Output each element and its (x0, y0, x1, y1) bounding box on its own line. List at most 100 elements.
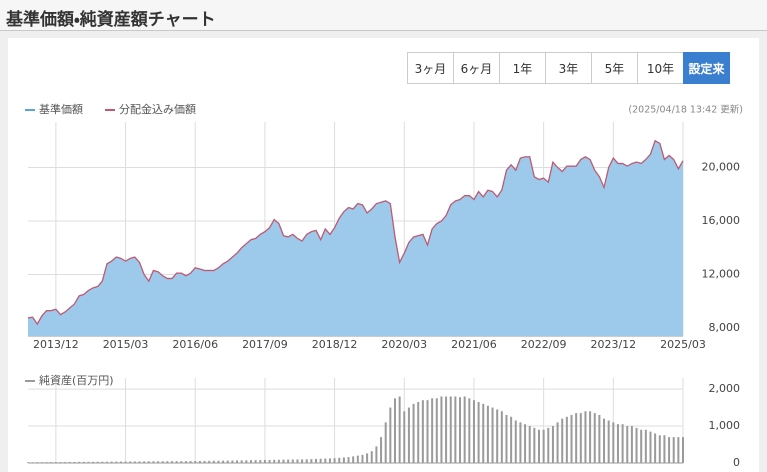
bar (31, 462, 34, 463)
bar (682, 437, 684, 463)
bar (431, 398, 434, 463)
legend-label: 基準価額 (39, 102, 83, 116)
bar (398, 396, 401, 463)
page-title: 基準価額・純資産額チャート (6, 10, 216, 30)
bar (672, 437, 675, 463)
bar (282, 459, 285, 463)
range-buttons: 3ヶ月 6ヶ月 1年 3年 5年 10年 設定来 (407, 52, 730, 84)
bar (407, 407, 410, 463)
bar (384, 422, 387, 463)
x-tick-label: 2017/09 (242, 338, 288, 351)
bar (533, 427, 536, 463)
bar (575, 413, 578, 463)
bar (668, 437, 671, 463)
x-tick-label: 2013/12 (33, 338, 79, 351)
bar (542, 429, 545, 463)
bar (510, 416, 513, 463)
bar (551, 426, 554, 463)
range-button[interactable]: 設定来 (683, 52, 730, 84)
bar (236, 460, 239, 463)
bar (87, 461, 90, 463)
bar (472, 400, 475, 463)
y-tick-label: 12,000 (702, 267, 741, 280)
x-tick-label: 2016/06 (172, 338, 218, 351)
range-button[interactable]: 10年 (637, 52, 684, 84)
legend-label: 純資産(百万円) (39, 373, 114, 387)
header: 基準価額・純資産額チャート (0, 0, 767, 31)
bar (454, 396, 457, 463)
bar (171, 461, 174, 463)
bar (338, 457, 341, 463)
bar (273, 459, 276, 463)
bar (677, 437, 680, 463)
bar (50, 462, 53, 463)
bar (547, 427, 550, 463)
bar (222, 460, 225, 463)
range-button[interactable]: 1年 (499, 52, 546, 84)
range-button[interactable]: 6ヶ月 (453, 52, 500, 84)
bar (514, 420, 517, 463)
bar (621, 424, 624, 463)
bar (27, 462, 29, 463)
bar (584, 411, 587, 463)
bar (231, 460, 234, 463)
bar (277, 459, 280, 463)
bar (389, 407, 392, 463)
bar (459, 397, 462, 463)
bar (129, 461, 132, 463)
bar (654, 433, 657, 463)
x-tick-label: 2018/12 (312, 338, 358, 351)
bar (175, 461, 178, 463)
bar (626, 426, 629, 463)
bar (616, 424, 619, 463)
bar (505, 414, 508, 463)
bar (36, 462, 39, 463)
x-tick-label: 2015/03 (103, 338, 149, 351)
bar (366, 453, 369, 463)
bar (161, 461, 164, 463)
bar (68, 461, 71, 463)
bar (157, 461, 160, 463)
range-button[interactable]: 5年 (591, 52, 638, 84)
bar (110, 461, 113, 463)
bar (143, 461, 146, 463)
bar (212, 460, 215, 463)
bar (449, 396, 452, 463)
range-button[interactable]: 3ヶ月 (407, 52, 454, 84)
bar (589, 411, 592, 463)
bar (491, 407, 494, 463)
bar (291, 459, 294, 463)
bar (92, 461, 95, 463)
bar (440, 396, 443, 463)
bar (147, 461, 150, 463)
bar (101, 461, 104, 463)
bar (319, 458, 322, 463)
y-tick-label: 8,000 (709, 321, 741, 334)
bar (352, 456, 355, 463)
updated-time: (2025/04/18 13:42 更新) (628, 105, 743, 116)
bar (64, 462, 67, 463)
bar (403, 411, 406, 463)
x-tick-label: 2020/03 (381, 338, 427, 351)
bar (240, 460, 243, 463)
bar (249, 460, 252, 463)
bar (268, 459, 271, 463)
bar (203, 460, 206, 463)
y-tick-label: 0 (733, 456, 740, 469)
y-tick-label: 1,000 (709, 419, 741, 432)
bar (593, 413, 596, 463)
bar (361, 454, 364, 463)
y-tick-label: 20,000 (702, 160, 741, 173)
bar (417, 402, 420, 463)
bar (328, 458, 331, 463)
bar (315, 458, 318, 463)
bar (603, 418, 606, 463)
bar (296, 459, 299, 463)
bar (426, 400, 429, 463)
bar (500, 411, 503, 463)
bar (556, 422, 559, 463)
bar (640, 429, 643, 463)
bar (180, 461, 183, 463)
range-button[interactable]: 3年 (545, 52, 592, 84)
